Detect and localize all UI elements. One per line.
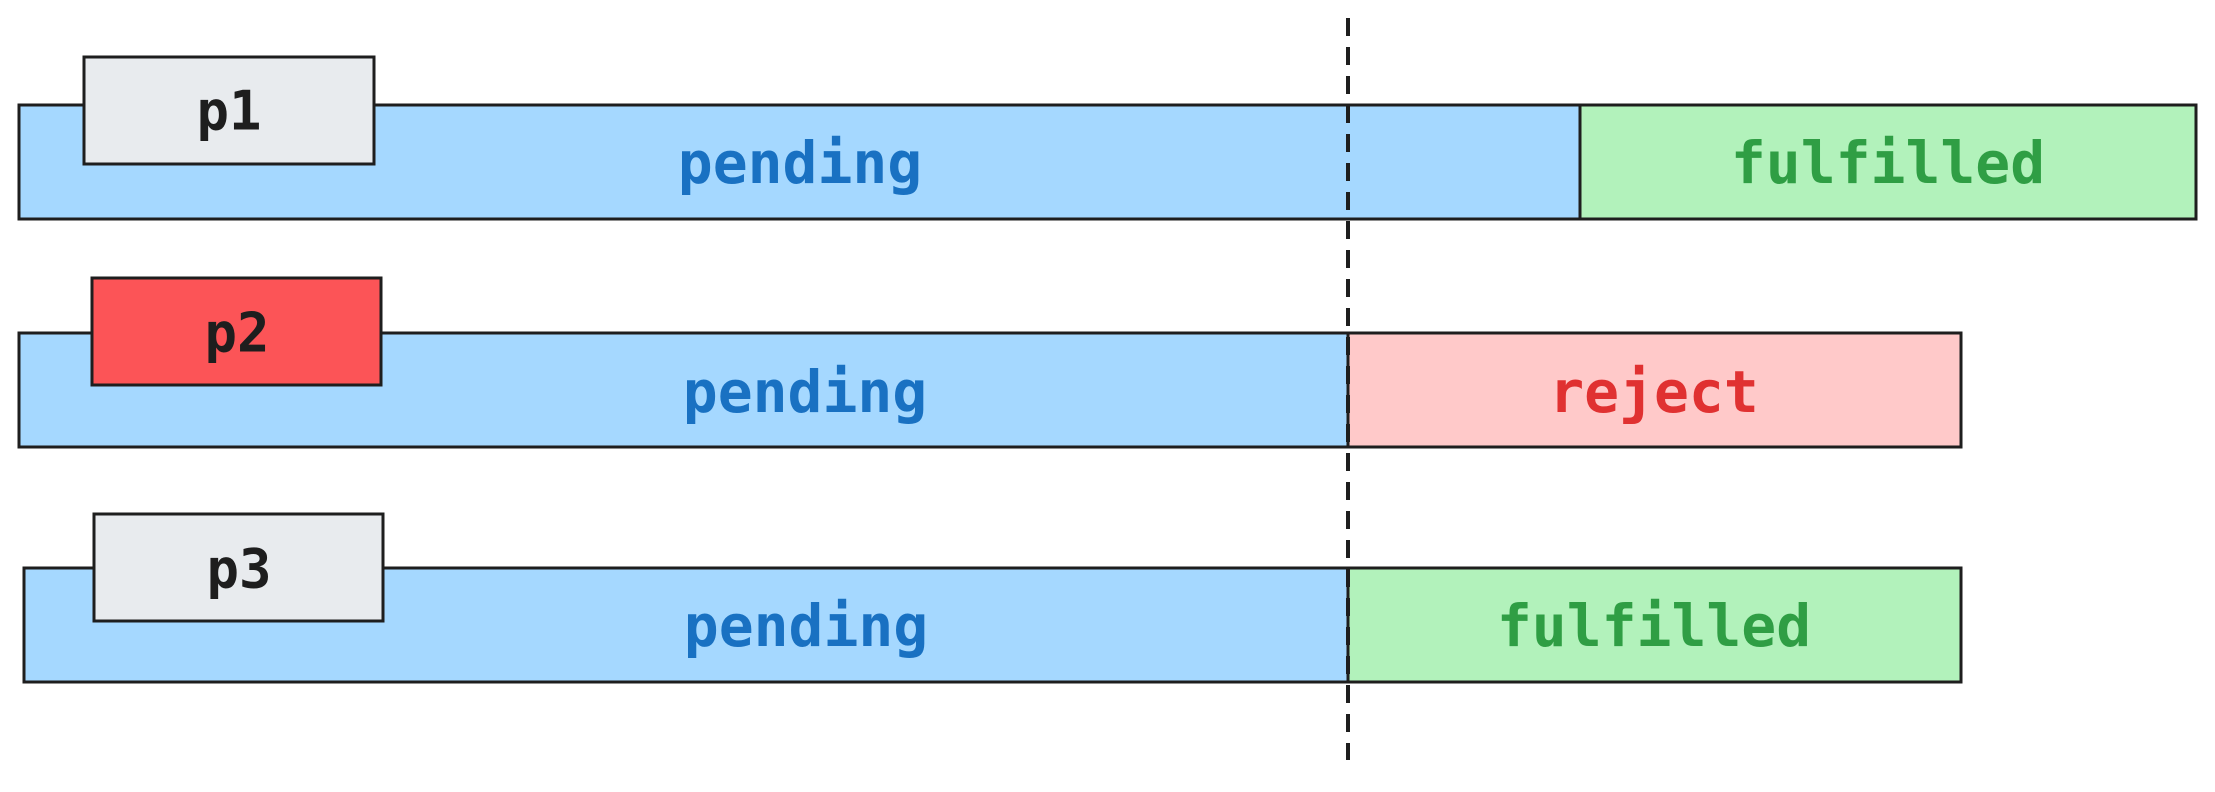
promise-tag-label-p3: p3	[206, 538, 271, 601]
fulfilled-label-p3: fulfilled	[1497, 592, 1811, 660]
promise-tag-p2	[90, 276, 383, 387]
fulfilled-label-p1: fulfilled	[1731, 129, 2045, 197]
pending-label-p1: pending	[678, 129, 922, 197]
promise-tag-p1	[82, 55, 376, 166]
fulfilled-bar-p3	[1346, 566, 1963, 684]
pending-label-p3: pending	[684, 592, 928, 660]
fulfilled-bar-p1	[1578, 103, 2198, 221]
reject-label-p2: reject	[1549, 358, 1759, 426]
promise-tag-label-p1: p1	[196, 80, 261, 143]
reject-bar-p2	[1346, 331, 1963, 449]
promise-row-p2: pending reject p2	[17, 276, 1963, 449]
promise-tag-p3	[92, 512, 385, 623]
pending-label-p2: pending	[683, 358, 927, 426]
promise-row-p1: pending fulfilled p1	[17, 55, 2198, 221]
promise-tag-label-p2: p2	[204, 302, 269, 365]
promise-row-p3: pending fulfilled p3	[22, 512, 1963, 684]
